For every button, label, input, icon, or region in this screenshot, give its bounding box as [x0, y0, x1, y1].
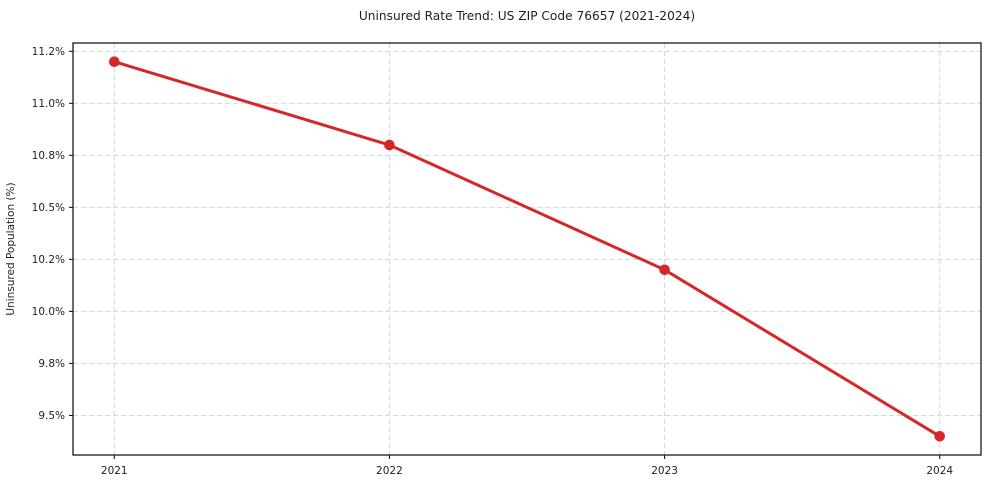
y-tick-label: 10.2% — [32, 254, 65, 266]
data-point-marker — [659, 264, 670, 276]
axis-ticks: 9.5% 9.8% 10.0% 10.2% 10.5% 10.8% 11.0% 11.2% 20… — [32, 46, 954, 477]
y-tick-label: 10.8% — [32, 150, 65, 162]
data-point-marker — [109, 56, 120, 67]
y-axis-label: Uninsured Population (%) — [5, 182, 17, 315]
data-point-marker — [384, 139, 395, 151]
trend-line — [112, 60, 942, 438]
x-tick-label: 2022 — [376, 465, 403, 477]
y-tick-label: 11.0% — [32, 98, 65, 110]
y-tick-label: 10.0% — [32, 306, 65, 318]
axes-spine-box — [72, 42, 982, 456]
x-tick-label: 2024 — [926, 465, 953, 477]
y-tick-label: 10.5% — [32, 202, 65, 214]
x-tick-label: 2021 — [101, 465, 128, 477]
y-tick-label: 11.2% — [32, 46, 65, 58]
y-tick-label: 9.8% — [38, 358, 65, 370]
y-tick-label: 9.5% — [38, 410, 65, 422]
data-point-marker — [934, 431, 945, 442]
gridlines — [73, 43, 981, 455]
chart-title: Uninsured Rate Trend: US ZIP Code 76657 … — [359, 9, 695, 23]
data-series — [109, 56, 945, 442]
x-tick-label: 2023 — [651, 465, 678, 477]
plot-border — [72, 42, 982, 456]
